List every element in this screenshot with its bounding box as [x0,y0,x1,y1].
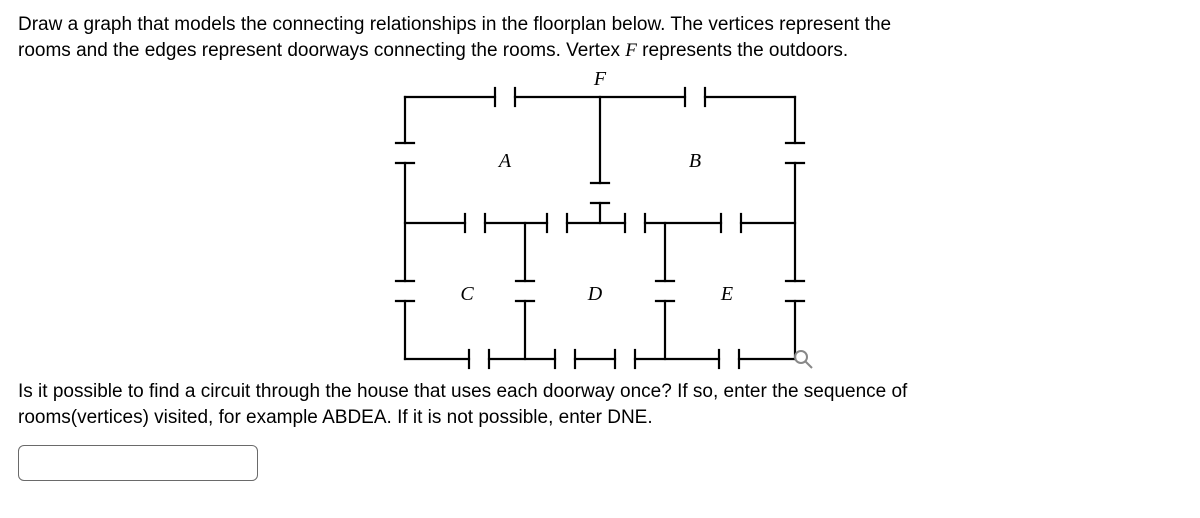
svg-text:F: F [593,68,607,90]
followup-prompt: Is it possible to find a circuit through… [18,379,1182,430]
svg-text:E: E [720,283,733,305]
svg-text:D: D [587,283,603,305]
floorplan-container: F A B C D E [18,63,1182,373]
magnify-icon[interactable] [795,351,812,368]
svg-text:C: C [460,283,474,305]
followup-line2: rooms(vertices) visited, for example ABD… [18,407,653,428]
answer-input[interactable] [18,445,258,481]
question-line2b: represents the outdoors. [637,40,848,61]
vertex-F-ref: F [625,40,637,61]
question-prompt: Draw a graph that models the connecting … [18,12,1182,63]
svg-text:B: B [689,150,701,172]
svg-text:A: A [497,150,512,172]
question-line1: Draw a graph that models the connecting … [18,14,891,35]
followup-line1: Is it possible to find a circuit through… [18,381,907,402]
floorplan-svg: F A B C D E [385,63,815,373]
question-line2a: rooms and the edges represent doorways c… [18,40,625,61]
